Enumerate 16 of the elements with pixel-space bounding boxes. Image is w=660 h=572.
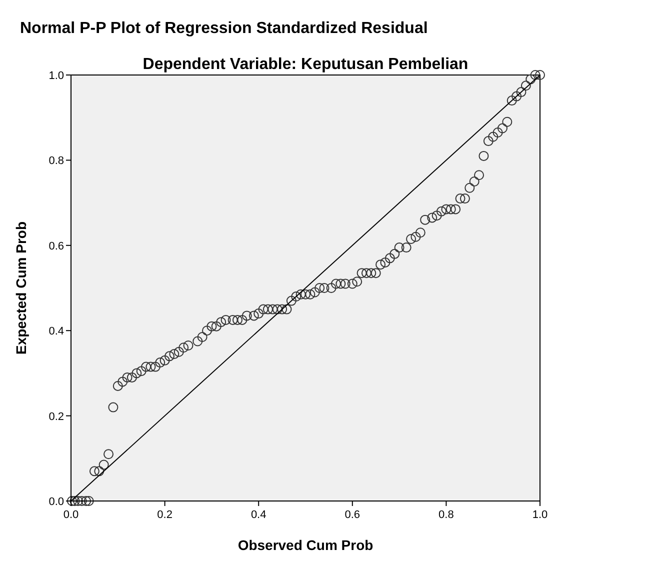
chart-subtitle: Dependent Variable: Keputusan Pembelian	[142, 56, 468, 73]
y-tick-label: 0.8	[48, 155, 64, 168]
x-axis-title: Observed Cum Prob	[238, 537, 374, 553]
y-axis-title: Expected Cum Prob	[13, 221, 29, 355]
x-tick-label: 0.2	[157, 509, 172, 521]
y-tick-label: 0.6	[48, 240, 64, 252]
x-tick-label: 0.4	[250, 509, 266, 521]
y-tick-label: 0.2	[48, 410, 64, 423]
chart-title: Normal P-P Plot of Regression Standardized Residual	[20, 20, 428, 37]
y-tick-label: 0.0	[48, 496, 64, 508]
x-tick-label: 0.8	[438, 509, 454, 521]
x-tick-label: 1.0	[532, 509, 548, 521]
x-tick-label: 0.6	[344, 509, 360, 521]
y-tick-label: 1.0	[48, 70, 64, 82]
x-tick-label: 0.0	[63, 509, 79, 521]
y-tick-label: 0.4	[48, 326, 64, 338]
